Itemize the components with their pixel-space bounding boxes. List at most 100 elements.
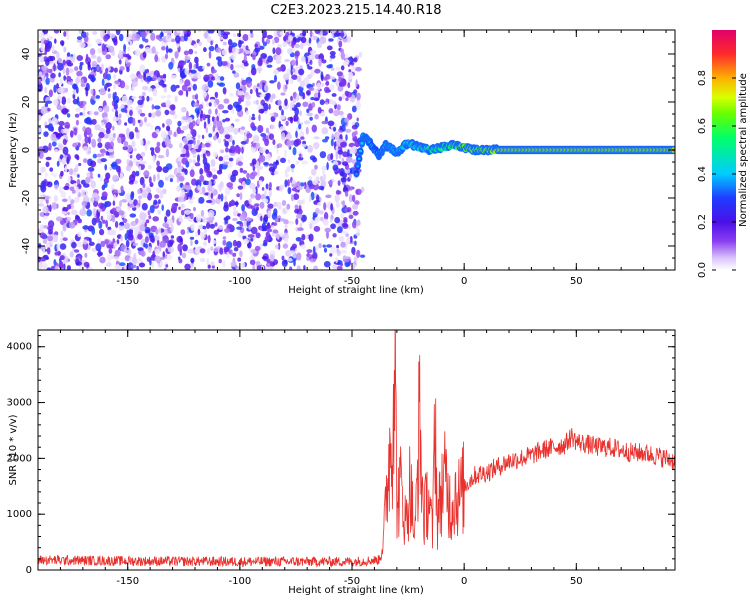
noise-speckle — [298, 123, 302, 130]
noise-speckle — [271, 224, 275, 231]
noise-speckle — [120, 235, 123, 242]
noise-speckle — [237, 90, 244, 96]
noise-speckle — [264, 189, 267, 197]
noise-speckle — [70, 130, 74, 138]
noise-speckle — [38, 71, 43, 77]
noise-speckle — [191, 94, 196, 100]
noise-speckle — [313, 258, 316, 262]
noise-speckle — [343, 184, 347, 191]
noise-speckle — [184, 67, 189, 76]
noise-speckle — [246, 133, 253, 139]
noise-speckle — [218, 163, 223, 173]
noise-speckle — [114, 221, 119, 228]
noise-speckle — [49, 55, 56, 61]
noise-speckle — [121, 95, 129, 104]
noise-speckle — [147, 246, 152, 254]
noise-speckle — [251, 171, 258, 177]
noise-speckle — [167, 48, 173, 53]
noise-speckle — [300, 214, 307, 222]
noise-speckle — [337, 85, 344, 92]
noise-speckle — [273, 145, 278, 149]
noise-speckle — [66, 75, 72, 81]
noise-speckle — [161, 46, 166, 51]
noise-speckle — [304, 120, 311, 125]
noise-speckle — [162, 123, 165, 128]
noise-speckle — [112, 174, 119, 183]
noise-speckle — [138, 95, 143, 99]
noise-speckle — [275, 59, 282, 64]
noise-speckle — [133, 147, 137, 152]
noise-speckle — [156, 165, 163, 173]
noise-speckle — [297, 199, 304, 205]
noise-speckle — [269, 80, 275, 84]
noise-speckle — [53, 181, 58, 185]
noise-speckle — [45, 156, 52, 161]
noise-speckle — [340, 241, 346, 248]
noise-speckle — [192, 159, 196, 164]
noise-speckle — [74, 66, 79, 71]
noise-speckle — [187, 248, 195, 254]
noise-speckle — [255, 142, 261, 150]
noise-speckle — [286, 139, 292, 148]
noise-speckle — [202, 216, 207, 224]
noise-speckle — [148, 176, 152, 184]
colorbar-tick-label: 0.4 — [697, 166, 708, 182]
noise-speckle — [274, 74, 277, 83]
noise-speckle — [229, 145, 236, 154]
noise-speckle — [132, 242, 139, 246]
noise-speckle — [60, 170, 64, 177]
noise-speckle — [113, 95, 120, 104]
noise-speckle — [73, 249, 80, 253]
noise-speckle — [299, 110, 302, 116]
noise-speckle — [336, 244, 340, 249]
noise-speckle — [140, 160, 147, 165]
noise-speckle — [140, 151, 146, 157]
noise-speckle — [329, 84, 335, 91]
noise-speckle — [336, 104, 341, 111]
noise-speckle — [83, 261, 90, 268]
noise-speckle — [79, 208, 87, 217]
noise-speckle — [351, 105, 357, 113]
noise-speckle — [177, 196, 184, 203]
noise-speckle — [46, 246, 51, 255]
noise-speckle — [256, 265, 262, 270]
noise-speckle — [256, 169, 260, 177]
noise-speckle — [162, 188, 167, 195]
noise-speckle — [243, 55, 247, 62]
noise-speckle — [284, 172, 289, 178]
noise-speckle — [330, 223, 336, 230]
noise-speckle — [273, 170, 279, 175]
noise-speckle — [309, 86, 315, 91]
noise-speckle — [217, 104, 225, 110]
noise-speckle — [88, 135, 91, 145]
noise-speckle — [79, 42, 86, 48]
noise-speckle — [354, 200, 360, 206]
noise-speckle — [101, 78, 105, 86]
noise-speckle — [138, 219, 144, 223]
noise-speckle — [40, 106, 47, 115]
x-tick-label: -150 — [116, 576, 139, 587]
noise-speckle — [51, 45, 55, 53]
noise-speckle — [224, 134, 231, 140]
noise-speckle — [181, 106, 187, 113]
noise-speckle — [84, 117, 91, 124]
noise-speckle — [279, 185, 284, 192]
noise-speckle — [321, 127, 329, 135]
noise-speckle — [75, 261, 83, 266]
noise-speckle — [129, 73, 136, 80]
noise-speckle — [332, 233, 337, 238]
noise-speckle — [294, 50, 300, 57]
noise-speckle — [170, 235, 175, 239]
noise-speckle — [210, 159, 216, 167]
noise-speckle — [141, 91, 146, 97]
noise-speckle — [65, 67, 70, 76]
noise-speckle — [321, 120, 328, 125]
noise-speckle — [223, 204, 229, 212]
noise-speckle — [268, 133, 275, 140]
noise-speckle — [186, 133, 192, 142]
noise-speckle — [82, 225, 90, 230]
noise-speckle — [53, 195, 59, 203]
noise-speckle — [99, 175, 103, 182]
noise-speckle — [332, 126, 337, 132]
noise-speckle — [101, 191, 108, 199]
